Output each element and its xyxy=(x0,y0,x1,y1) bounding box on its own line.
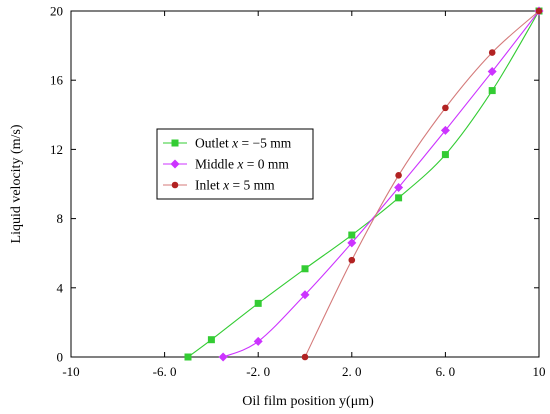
data-point xyxy=(487,67,497,77)
series-2 xyxy=(301,7,543,361)
y-tick-label: 4 xyxy=(57,280,64,295)
legend-marker xyxy=(171,139,179,147)
y-tick-label: 0 xyxy=(57,350,64,365)
data-point xyxy=(301,265,309,273)
data-point xyxy=(184,353,192,361)
legend-label: Inlet x = 5 mm xyxy=(195,178,275,193)
x-tick-label: -2. 0 xyxy=(246,364,270,379)
data-point xyxy=(301,353,309,361)
legend-label: Outlet x = −5 mm xyxy=(195,136,292,151)
legend-marker xyxy=(171,181,179,189)
data-point xyxy=(253,336,263,346)
x-tick-label: -10 xyxy=(62,364,79,379)
x-tick-label: 10 xyxy=(533,364,546,379)
x-tick-label: 2. 0 xyxy=(342,364,362,379)
data-point xyxy=(440,125,450,135)
data-point xyxy=(348,256,356,264)
data-point xyxy=(442,104,449,112)
data-point xyxy=(394,182,404,192)
y-tick-label: 20 xyxy=(50,4,63,19)
data-point xyxy=(488,49,496,56)
legend-marker xyxy=(170,159,180,169)
data-point xyxy=(535,7,543,15)
data-point xyxy=(207,336,215,344)
data-point xyxy=(254,299,262,307)
data-point xyxy=(347,238,357,248)
data-point xyxy=(488,87,496,95)
legend-label: Middle x = 0 mm xyxy=(195,157,289,172)
data-point xyxy=(300,290,310,300)
legend-entry: Inlet x = 5 mm xyxy=(163,178,275,193)
x-axis-title: Oil film position y(μm) xyxy=(242,394,374,409)
y-axis-title: Liquid velocity (m/s) xyxy=(9,124,24,243)
y-tick-label: 12 xyxy=(50,142,63,157)
x-tick-label: -6. 0 xyxy=(153,364,177,379)
data-point xyxy=(218,352,228,362)
legend-entry: Middle x = 0 mm xyxy=(163,157,289,172)
series-layer xyxy=(184,6,544,362)
x-tick-label: 6. 0 xyxy=(436,364,456,379)
series-line xyxy=(304,10,540,358)
data-point xyxy=(441,151,449,159)
y-tick-label: 8 xyxy=(57,211,64,226)
legend-entry: Outlet x = −5 mm xyxy=(163,136,292,151)
data-point xyxy=(348,231,356,239)
legend: Outlet x = −5 mm Middle x = 0 mm Inlet x =… xyxy=(156,128,314,200)
data-point xyxy=(395,194,403,202)
y-tick-label: 16 xyxy=(50,73,64,88)
data-point xyxy=(395,172,402,179)
